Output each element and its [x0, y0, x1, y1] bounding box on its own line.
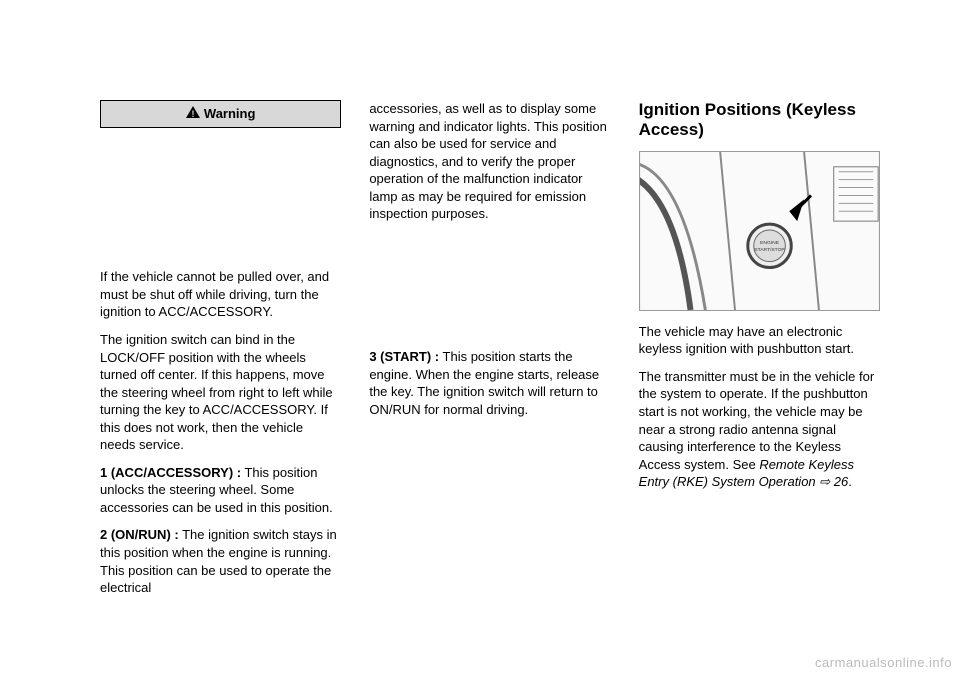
section-title: Ignition Positions (Keyless Access) — [639, 100, 880, 141]
col1-p1: If the vehicle cannot be pulled over, an… — [100, 268, 341, 321]
col3-p2: The transmitter must be in the vehicle f… — [639, 368, 880, 491]
warning-body-hidden: Shifting out of P (Park) or N (Neutral) … — [100, 136, 341, 259]
col2-hidden2: A warning tone will sound when the drive… — [369, 428, 610, 498]
warning-box: ! Warning — [100, 100, 341, 128]
col2-p1: accessories, as well as to display some … — [369, 100, 610, 223]
column-right: Ignition Positions (Keyless Access) — [639, 100, 880, 607]
acc-label: 1 (ACC/ACCESSORY) : — [100, 465, 241, 480]
col3-p2d: . — [848, 474, 852, 489]
col1-p3: 1 (ACC/ACCESSORY) : This position unlock… — [100, 464, 341, 517]
svg-text:!: ! — [191, 109, 194, 118]
ignition-button-illustration: ENGINE START/STOP — [639, 151, 880, 311]
rke-page: ⇨ 26 — [816, 474, 849, 489]
col2-hidden1: The transmission is also unlocked in thi… — [369, 233, 610, 338]
onrun-label: 2 (ON/RUN) : — [100, 527, 179, 542]
warning-triangle-icon: ! — [186, 105, 200, 123]
svg-text:START/STOP: START/STOP — [754, 247, 785, 253]
start-label: 3 (START) : — [369, 349, 439, 364]
column-middle: accessories, as well as to display some … — [369, 100, 610, 607]
col2-p3: 3 (START) : This position starts the eng… — [369, 348, 610, 418]
col1-p4: 2 (ON/RUN) : The ignition switch stays i… — [100, 526, 341, 596]
column-left: ! Warning Shifting out of P (Park) or N … — [100, 100, 341, 607]
col1-p2: The ignition switch can bind in the LOCK… — [100, 331, 341, 454]
watermark: carmanualsonline.info — [815, 654, 952, 672]
svg-text:ENGINE: ENGINE — [760, 240, 780, 246]
col3-caption: The vehicle may have an electronic keyle… — [639, 323, 880, 358]
warning-label: Warning — [204, 106, 256, 121]
